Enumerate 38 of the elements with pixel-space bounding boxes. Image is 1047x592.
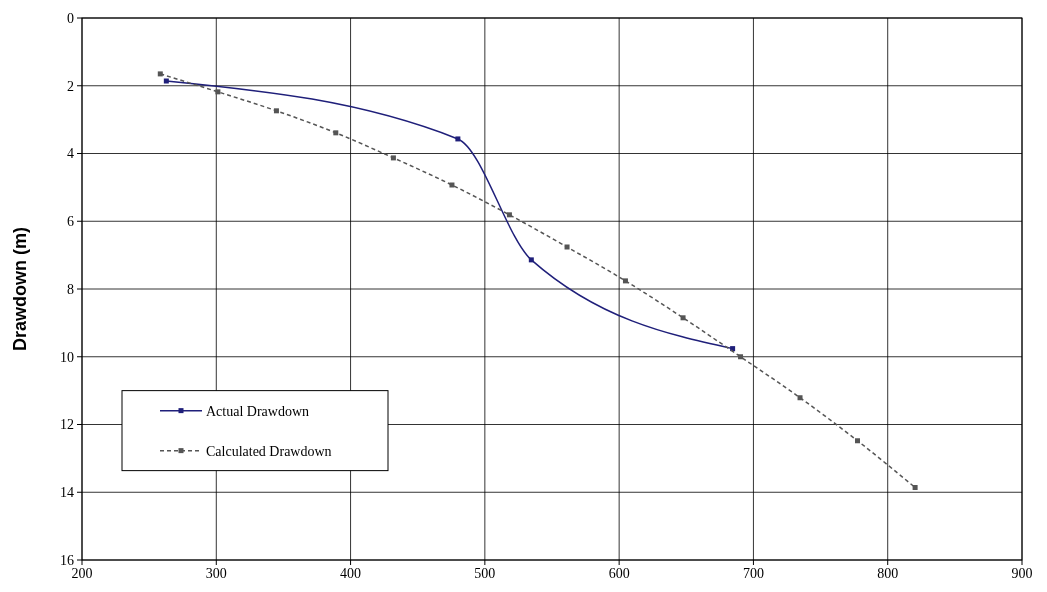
y-tick-label: 0 [67,10,74,26]
point [449,182,455,188]
point [738,354,744,360]
y-tick-label: 8 [67,281,74,297]
point [157,71,163,77]
x-tick-label: 300 [205,566,227,581]
point [273,108,279,114]
point [912,485,918,491]
x-tick-label: 900 [1011,566,1033,581]
point [730,346,736,352]
x-tick-label: 600 [608,566,630,581]
point [390,155,396,161]
x-tick-label: 700 [742,566,764,581]
point [333,130,339,136]
y-tick-label: 4 [67,146,74,162]
x-tick-label: 400 [340,566,362,581]
y-tick-label: 16 [60,552,74,568]
point [680,315,686,321]
point [528,257,534,263]
point [622,278,628,284]
y-tick-label: 2 [67,78,74,94]
y-tick-label: 10 [60,349,74,365]
y-tick-label: 6 [67,214,74,230]
point [506,212,512,218]
point [163,78,169,84]
x-tick-label: 800 [877,566,899,581]
point [855,438,860,444]
x-tick-label: 500 [474,566,496,581]
legend-label: Actual Drawdown [206,403,310,419]
y-tick-label: 12 [60,417,74,433]
point [215,89,221,95]
x-tick-label: 200 [71,566,93,581]
legend-label: Calculated Drawdown [206,443,332,459]
point [797,395,803,401]
y-axis-title: Drawdown (m) [10,227,30,351]
point [564,244,570,250]
point [455,136,461,142]
y-tick-label: 14 [60,485,74,501]
